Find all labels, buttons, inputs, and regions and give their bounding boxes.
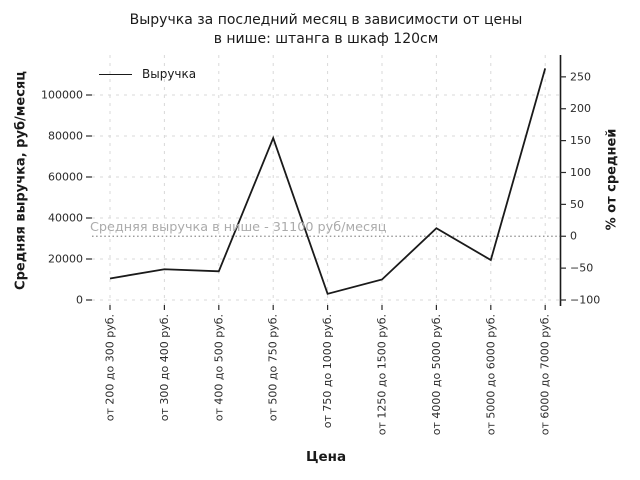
y-right-tick-label: 150 [570,134,591,147]
legend-label: Выручка [142,67,197,81]
y-axis-label-right: % от средней [604,128,620,231]
x-tick-label: от 1250 до 1500 руб. [376,314,389,435]
y-left-tick-label: 0 [76,294,83,307]
revenue-line-series [109,68,547,295]
x-tick-label: от 200 до 300 руб. [104,314,117,421]
y-left-tick-label: 80000 [48,130,83,143]
y-left-tick-label: 20000 [48,253,83,266]
x-tick-label: от 500 до 750 руб. [267,314,280,421]
y-axis-label-left: Средняя выручка, руб/месяц [13,71,29,290]
chart-title: Выручка за последний месяц в зависимости… [129,12,523,47]
x-tick-label: от 5000 до 6000 руб. [484,314,497,435]
y-left-tick-label: 40000 [48,212,83,225]
x-tick-label: от 400 до 500 руб. [212,314,225,421]
y-right-tick-label: −100 [570,294,600,307]
y-right-tick-label: 50 [570,198,584,211]
y-right-tick-label: 200 [570,102,591,115]
x-tick-label: от 300 до 400 руб. [158,314,171,421]
x-tick-label: от 750 до 1000 руб. [321,314,334,428]
legend: Выручка [99,67,196,81]
y-right-tick-label: 100 [570,166,591,179]
x-tick-label: от 4000 до 5000 руб. [430,314,443,435]
x-axis-label: Цена [305,449,347,465]
y-left-tick-label: 60000 [48,171,83,184]
average-line-annotation: Средняя выручка в нише - 31100 руб/месяц [90,220,387,235]
y-left-tick-label: 100000 [41,89,83,102]
y-right-tick-label: 250 [570,70,591,83]
x-tick-label: от 6000 до 7000 руб. [539,314,552,435]
legend-line-sample-icon [99,73,132,75]
y-right-tick-label: 0 [570,230,577,243]
y-right-tick-label: −50 [570,262,593,275]
